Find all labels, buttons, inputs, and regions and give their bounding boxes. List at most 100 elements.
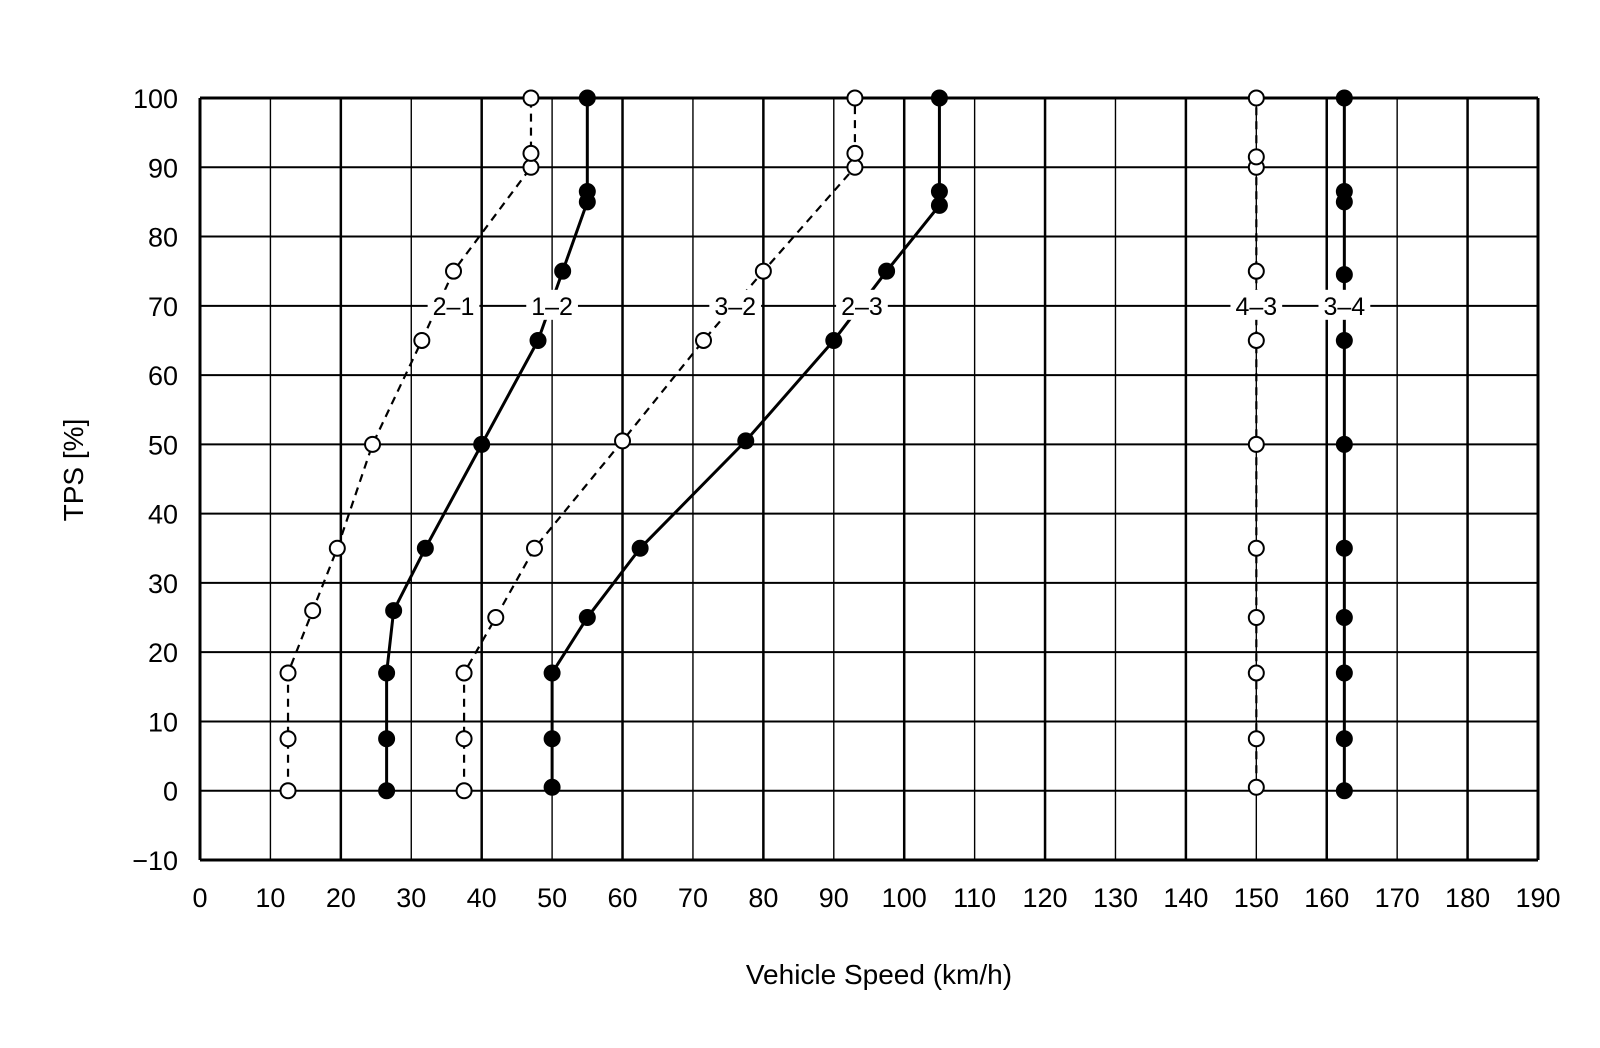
series-label-text: 2–3 (841, 293, 883, 321)
data-point (543, 664, 561, 682)
x-tick-label: 0 (192, 883, 207, 913)
x-tick-label: 10 (255, 883, 285, 913)
data-point (1247, 778, 1265, 796)
series-label-text: 3–4 (1323, 293, 1365, 321)
y-tick-label: 50 (148, 430, 178, 460)
data-point (695, 331, 713, 349)
data-point (385, 602, 403, 620)
grid (198, 96, 1540, 862)
data-point (279, 664, 297, 682)
data-point (554, 262, 572, 280)
x-tick-label: 160 (1304, 883, 1349, 913)
series-label-bg (1230, 289, 1283, 320)
data-point (445, 262, 463, 280)
series-label-1: 1–2 (526, 289, 578, 321)
x-tick-label: 130 (1093, 883, 1138, 913)
series-label-bg (709, 289, 762, 320)
y-axis-title: TPS [%] (58, 419, 89, 522)
data-point (522, 89, 540, 107)
x-tick-label: 120 (1023, 883, 1068, 913)
x-tick-label: 50 (537, 883, 567, 913)
data-point (1335, 89, 1353, 107)
data-point (1335, 266, 1353, 284)
data-point (1247, 331, 1265, 349)
data-point (930, 89, 948, 107)
x-tick-label: 20 (326, 883, 356, 913)
data-point (1247, 435, 1265, 453)
data-point (526, 539, 543, 557)
data-point (1335, 730, 1353, 748)
x-tick-label: 100 (882, 883, 927, 913)
series-label-text: 1–2 (531, 293, 573, 321)
data-point (413, 331, 431, 349)
data-point (737, 432, 755, 450)
data-point (1247, 539, 1265, 557)
data-point (1335, 664, 1353, 682)
series-label-bg (526, 289, 578, 320)
data-point (578, 89, 596, 107)
data-point (378, 664, 396, 682)
series-label-5: 3–4 (1318, 289, 1371, 321)
series-label-3: 2–3 (836, 289, 888, 321)
x-tick-label: 40 (467, 883, 497, 913)
series-label-bg (1318, 289, 1371, 320)
data-point (1335, 435, 1353, 453)
data-point (930, 196, 948, 214)
y-tick-label: −10 (132, 846, 178, 876)
data-point (1335, 782, 1353, 800)
data-point (279, 782, 297, 800)
y-tick-label: 0 (163, 777, 178, 807)
series-markers (279, 89, 1353, 800)
data-point (930, 183, 948, 201)
data-point (578, 609, 596, 627)
data-point (1247, 89, 1265, 107)
x-tick-label: 70 (678, 883, 708, 913)
data-point (1247, 609, 1265, 627)
data-point (522, 144, 540, 162)
series-label-4: 4–3 (1230, 289, 1283, 321)
y-tick-labels: −10 0 10 20 30 40 50 60 70 80 90 100 (132, 84, 178, 876)
data-point (522, 158, 540, 176)
data-point (455, 782, 473, 800)
data-point (487, 609, 505, 627)
x-tick-label: 110 (953, 883, 996, 913)
x-tick-label: 80 (748, 883, 778, 913)
data-point (631, 539, 649, 557)
data-point (1335, 539, 1353, 557)
series-label-text: 3–2 (714, 293, 756, 321)
data-point (614, 432, 632, 450)
series-label-bg (836, 289, 888, 320)
data-point (543, 730, 561, 748)
series-label-2: 3–2 (709, 289, 762, 321)
y-tick-label: 70 (148, 292, 178, 322)
data-point (378, 730, 396, 748)
data-point (1247, 262, 1265, 280)
data-point (1247, 664, 1265, 682)
data-point (328, 539, 346, 557)
x-tick-label: 90 (819, 883, 849, 913)
data-point (279, 730, 297, 748)
data-point (473, 435, 491, 453)
data-point (754, 262, 772, 280)
x-axis-title: Vehicle Speed (km/h) (746, 959, 1012, 990)
series-label-0: 2–1 (427, 289, 480, 321)
series-labels: 2–1 1–2 3–2 2–3 4–3 3–4 (427, 289, 1371, 321)
series-label-bg (427, 289, 480, 320)
data-point (455, 664, 473, 682)
y-tick-label: 40 (148, 500, 178, 530)
y-tick-label: 100 (133, 84, 178, 114)
y-tick-label: 30 (148, 569, 178, 599)
data-point (825, 331, 843, 349)
data-point (846, 89, 864, 107)
data-point (1247, 148, 1265, 166)
series-label-text: 2–1 (433, 293, 475, 321)
y-tick-label: 60 (148, 361, 178, 391)
data-point (846, 144, 864, 162)
series-label-text: 4–3 (1235, 293, 1277, 321)
data-point (364, 435, 382, 453)
x-tick-label: 150 (1234, 883, 1279, 913)
x-tick-label: 30 (396, 883, 426, 913)
data-point (578, 183, 596, 201)
data-point (1335, 183, 1353, 201)
